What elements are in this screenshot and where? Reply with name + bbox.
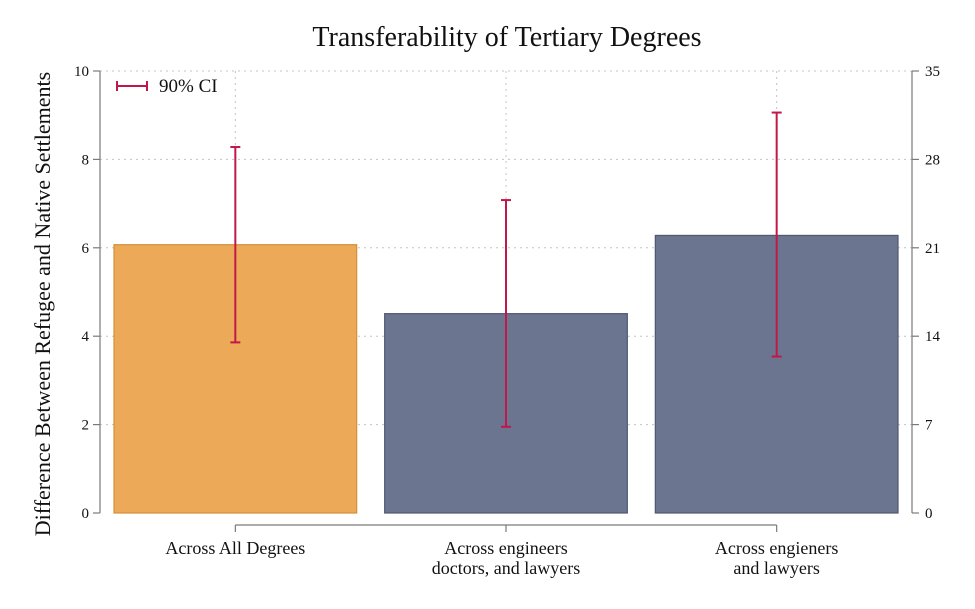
y-tick-label: 8 [82, 152, 90, 168]
x-tick-label: Across engieners [715, 538, 838, 558]
y2-tick-label: 28 [925, 152, 940, 168]
y-tick-label: 10 [74, 64, 89, 80]
y-tick-label: 2 [82, 418, 90, 434]
y-tick-label: 0 [82, 506, 90, 522]
confidence-intervals [230, 111, 782, 428]
x-tick-label: and lawyers [733, 558, 819, 578]
axes: 0 2 4 6 8 10 0 7 14 21 28 35 Across All Degrees Acros… [74, 64, 941, 578]
y2-tick-label: 21 [925, 241, 940, 257]
legend-label: 90% CI [159, 76, 218, 97]
y2-tick-label: 0 [925, 506, 933, 522]
x-tick-label: doctors, and lawyers [432, 558, 580, 578]
y2-tick-label: 35 [925, 64, 940, 80]
y2-tick-label: 14 [925, 329, 941, 345]
y-tick-label: 6 [82, 241, 90, 257]
x-tick-label: Across engineers [444, 538, 567, 558]
x-tick-label: Across All Degrees [165, 538, 305, 558]
y-axis-label: Difference Between Refugee and Native Se… [30, 72, 55, 536]
y-tick-label: 4 [82, 329, 90, 345]
legend: 90% CI [116, 76, 218, 97]
y2-tick-label: 7 [925, 418, 933, 434]
chart-title: Transferability of Tertiary Degrees [312, 22, 701, 53]
